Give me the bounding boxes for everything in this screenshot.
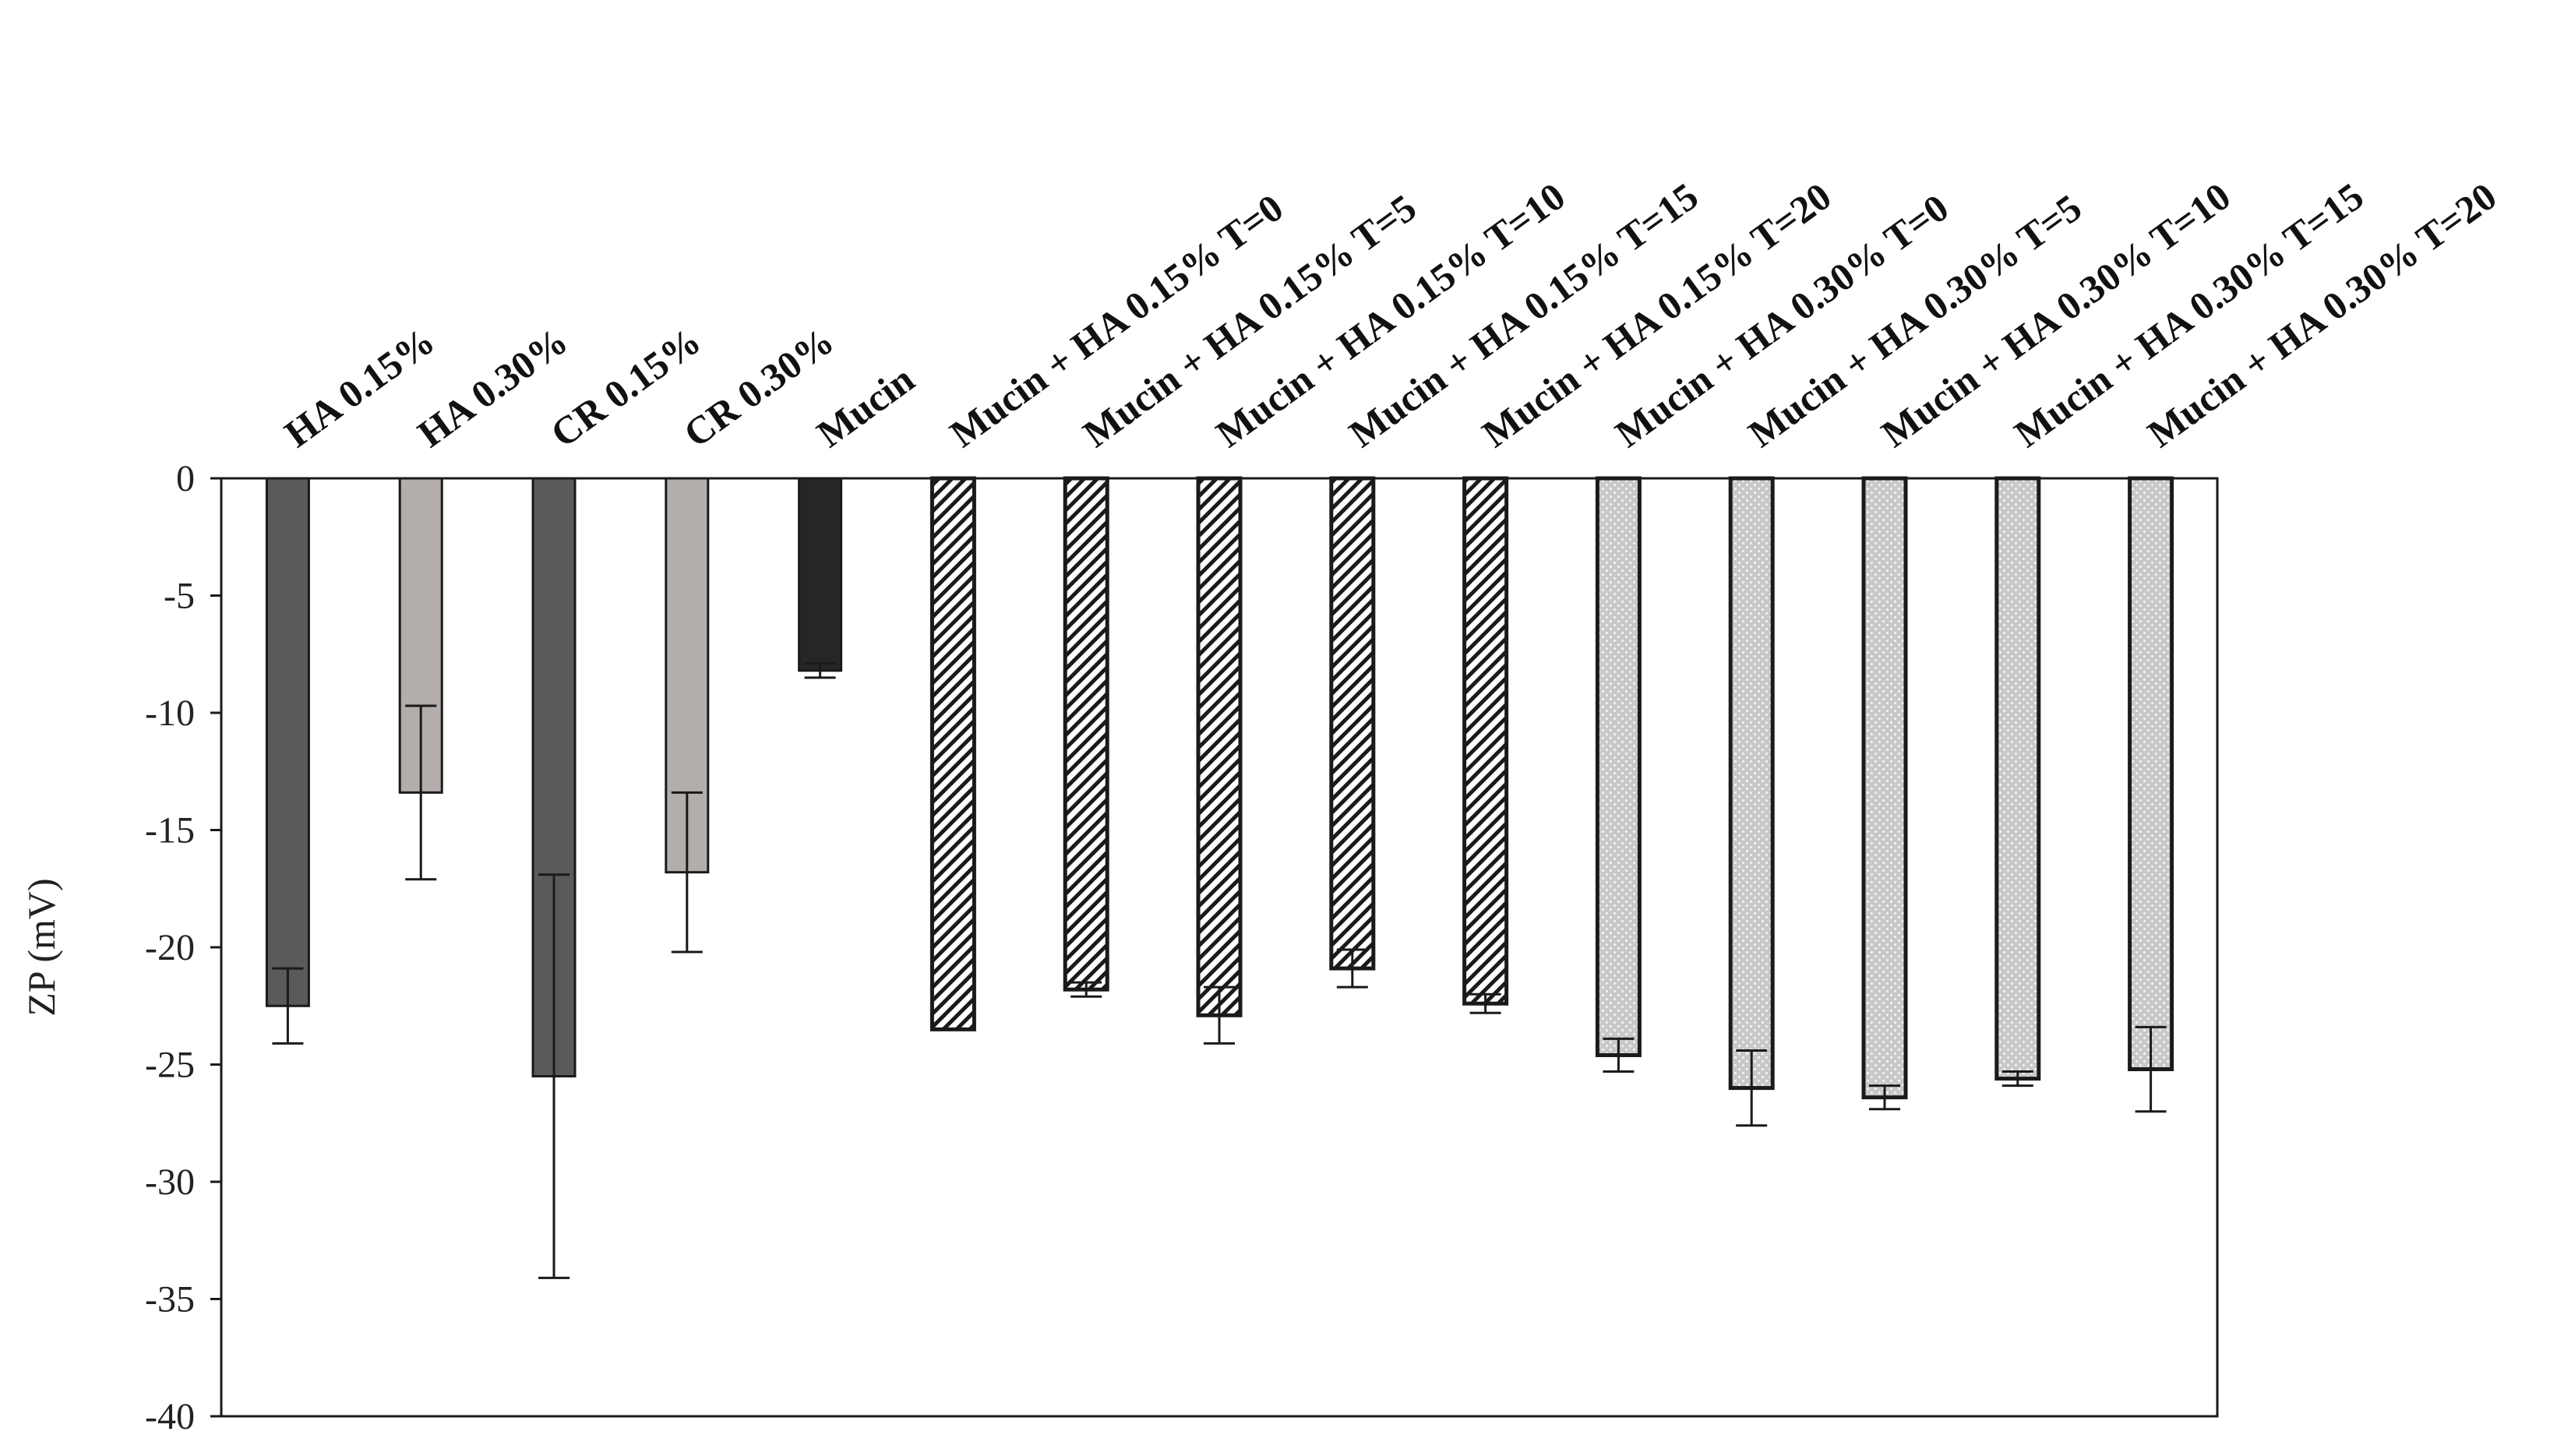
bar	[1994, 476, 2041, 1081]
x-category-label: HA 0.30%	[410, 319, 576, 456]
x-category-label: HA 0.15%	[277, 319, 443, 456]
y-tick-label: -10	[145, 693, 195, 734]
bar	[1329, 476, 1376, 971]
x-category-label: Mucin	[809, 357, 922, 456]
bar	[1595, 476, 1642, 1057]
bar	[1196, 476, 1243, 1017]
bar	[798, 477, 843, 672]
y-tick-label: -30	[145, 1162, 195, 1203]
bar	[929, 476, 976, 1031]
bar	[1063, 476, 1109, 992]
error-bars-layer	[272, 662, 2167, 1279]
y-axis-title: ZP (mV)	[19, 878, 63, 1016]
y-tick-label: -35	[145, 1279, 195, 1320]
bar	[1861, 476, 1908, 1100]
bar	[1462, 476, 1509, 1006]
y-tick-label: -20	[145, 927, 195, 968]
bar	[2128, 476, 2174, 1072]
y-tick-label: -15	[145, 810, 195, 851]
y-tick-label: 0	[176, 458, 195, 499]
y-axis-ticks: 0 -5 -10 -15 -20 -25 -30 -35 -40	[145, 458, 221, 1437]
bar	[1728, 476, 1775, 1091]
x-category-label: CR 0.30%	[675, 319, 841, 456]
x-axis-category-labels: HA 0.15%HA 0.30%CR 0.15%CR 0.30%Mucin Muc…	[277, 174, 2504, 456]
y-tick-label: -5	[164, 576, 195, 617]
x-category-label: CR 0.15%	[543, 319, 709, 456]
y-tick-label: -25	[145, 1045, 195, 1086]
bar	[265, 477, 310, 1007]
y-tick-label: -40	[145, 1396, 195, 1437]
